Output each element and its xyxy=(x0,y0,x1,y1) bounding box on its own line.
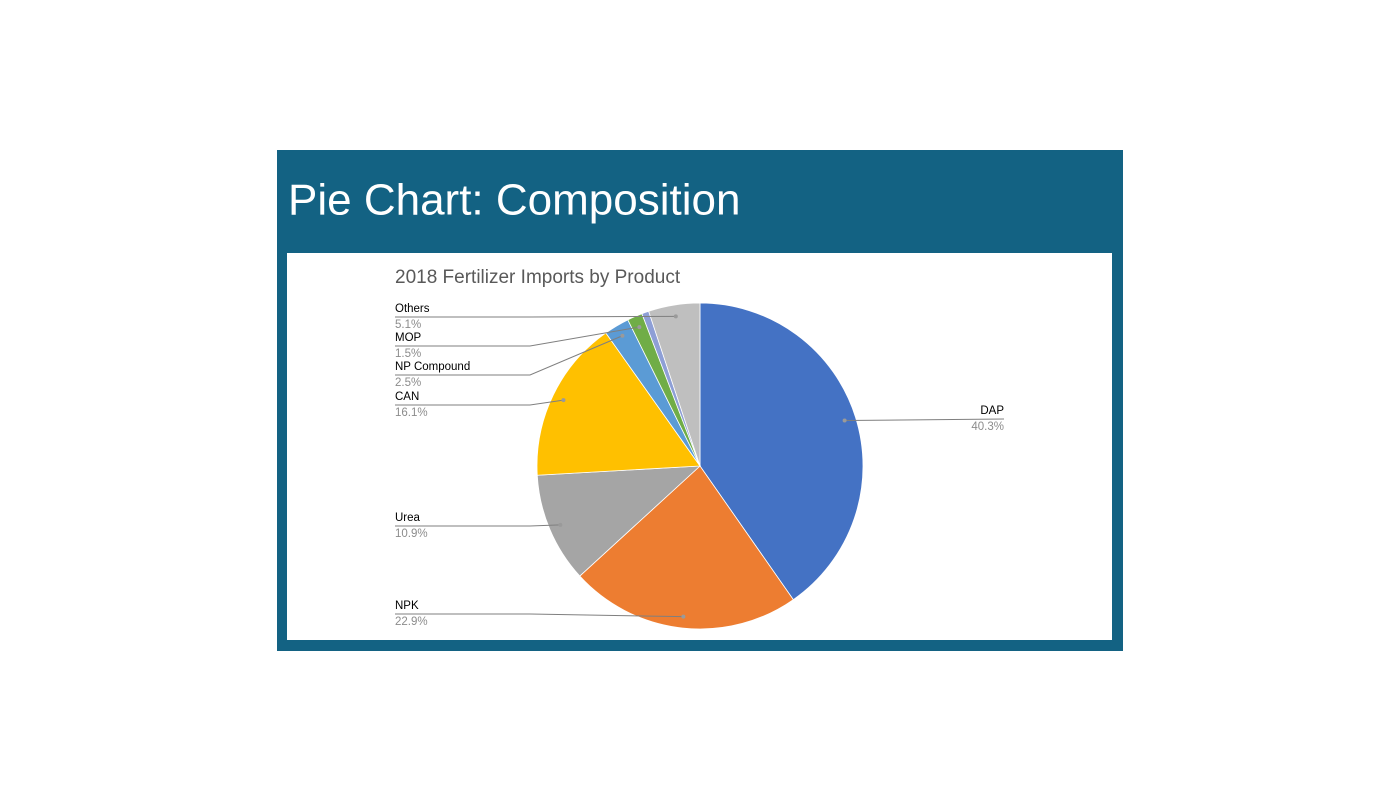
chart-title: 2018 Fertilizer Imports by Product xyxy=(395,267,681,288)
slice-value-label: 1.5% xyxy=(395,348,421,360)
leader-dot xyxy=(673,314,678,319)
slice-value-label: 2.5% xyxy=(395,377,421,389)
leader-line xyxy=(395,524,561,527)
slice-label: DAP xyxy=(980,405,1004,417)
slice-label: Others xyxy=(395,303,430,315)
slide-title: Pie Chart: Composition xyxy=(288,176,740,225)
pie xyxy=(536,302,864,630)
leader-line xyxy=(395,335,623,376)
leader-dot xyxy=(681,614,686,619)
slice-value-label: 16.1% xyxy=(395,407,428,419)
slice-label: Urea xyxy=(395,512,421,524)
leader-dot xyxy=(620,333,625,338)
slice-value-label: 10.9% xyxy=(395,528,428,540)
leader-line xyxy=(395,399,564,406)
leader-dot xyxy=(561,398,566,403)
slice-label: NPK xyxy=(395,600,419,612)
pie-slice xyxy=(699,302,864,601)
pie-slice xyxy=(536,465,702,577)
slice-value-label: 22.9% xyxy=(395,616,428,628)
pie-slice xyxy=(579,465,794,630)
leader-dot xyxy=(558,522,563,527)
leader-dot xyxy=(637,325,642,330)
slice-value-label: 5.1% xyxy=(395,319,421,331)
slice-label: CAN xyxy=(395,391,419,403)
pie-slice xyxy=(536,332,701,476)
slice-label: MOP xyxy=(395,332,422,344)
leader-line xyxy=(844,418,1005,422)
leader-line xyxy=(395,315,676,318)
leader-dot xyxy=(842,418,847,423)
leader-line xyxy=(395,326,640,347)
slice-label: NP Compound xyxy=(395,361,470,373)
slice-value-label: 40.3% xyxy=(971,421,1004,433)
pie-slice xyxy=(648,302,701,467)
leader-line xyxy=(395,613,684,618)
